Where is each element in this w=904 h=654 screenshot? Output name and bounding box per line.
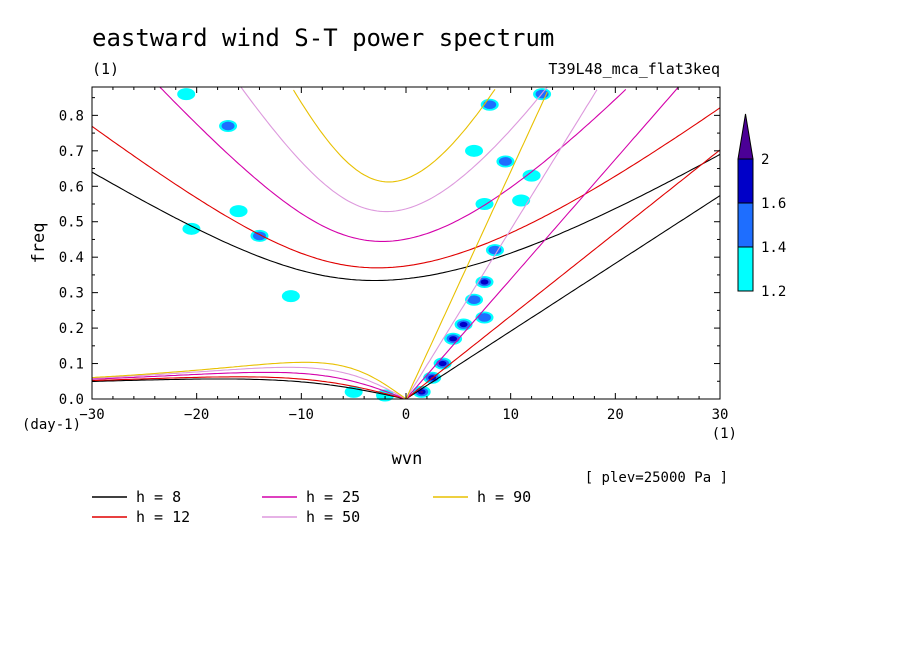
y-tick-label: 0.0 bbox=[59, 392, 84, 408]
y-tick-label: 0.5 bbox=[59, 215, 84, 231]
curve-h50-gravity bbox=[240, 86, 548, 213]
contour-blob-5-level-2 bbox=[467, 295, 481, 305]
x-tick-label: 30 bbox=[712, 407, 729, 423]
legend-label: h = 12 bbox=[136, 508, 190, 526]
contour-blob-6-level-3 bbox=[480, 279, 489, 285]
contour-blob-22-level-1 bbox=[512, 194, 531, 207]
plev-annotation: [ plev=25000 Pa ] bbox=[585, 470, 728, 486]
subtitle-right: T39L48_mca_flat3keq bbox=[548, 60, 720, 78]
contour-blob-17-level-1 bbox=[182, 222, 201, 235]
curve-h90-rossby bbox=[91, 361, 407, 400]
legend-label: h = 90 bbox=[477, 488, 531, 506]
y-tick-label: 0.3 bbox=[59, 286, 84, 302]
chart-title: eastward wind S-T power spectrum bbox=[92, 24, 554, 52]
y-tick-label: 0.1 bbox=[59, 357, 84, 373]
legend: h = 8 h = 25 h = 90 h = 12 h = 50 bbox=[92, 488, 531, 526]
curve-h25-gravity bbox=[159, 86, 627, 242]
curve-h90-gravity bbox=[293, 88, 496, 183]
colorbar-label: 1.2 bbox=[761, 284, 786, 300]
colorbar-segment-3 bbox=[737, 158, 754, 204]
curve-h25-rossby bbox=[91, 371, 407, 400]
curve-h12-kelvin bbox=[405, 149, 721, 400]
contour-blob-2-level-3 bbox=[438, 360, 447, 367]
colorbar-label: 2 bbox=[761, 152, 769, 168]
dispersion-curve-group bbox=[91, 86, 721, 400]
tick-group: −30 −20 −10 0 10 20 30 0.0 0.1 0.2 0.3 0.4 0.5 0.6 0.7… bbox=[59, 87, 729, 423]
contour-blob-11-level-2 bbox=[498, 157, 512, 166]
colorbar-segment-2 bbox=[737, 202, 754, 248]
subtitle-left: (1) bbox=[92, 60, 119, 78]
colorbar: 1.2 1.4 1.6 2 bbox=[737, 113, 786, 300]
colorbar-label: 1.6 bbox=[761, 196, 786, 212]
contour-blob-0-level-4 bbox=[420, 390, 424, 393]
contour-blob-10-level-1 bbox=[465, 144, 484, 157]
curve-h50-kelvin bbox=[405, 89, 598, 400]
curve-h8-gravity bbox=[91, 153, 721, 282]
contour-blob-9-level-1 bbox=[475, 198, 494, 210]
legend-label: h = 50 bbox=[306, 508, 360, 526]
curve-h50-rossby bbox=[91, 366, 407, 400]
contour-fill-group bbox=[177, 88, 552, 402]
x-tick-label: 20 bbox=[607, 407, 624, 423]
contour-blob-16-level-2 bbox=[252, 231, 266, 241]
contour-blob-15-level-2 bbox=[221, 121, 235, 131]
colorbar-top-triangle bbox=[737, 113, 754, 160]
legend-label: h = 25 bbox=[306, 488, 360, 506]
y-tick-label: 0.8 bbox=[59, 108, 84, 124]
contour-blob-14-level-1 bbox=[177, 88, 196, 101]
colorbar-label: 1.4 bbox=[761, 240, 786, 256]
y-unit-label: (day-1) bbox=[22, 417, 81, 433]
contour-blob-3-level-3 bbox=[449, 336, 458, 342]
colorbar-segment-1 bbox=[737, 246, 754, 292]
contour-blob-18-level-1 bbox=[229, 205, 248, 218]
curve-h90-kelvin bbox=[405, 91, 548, 400]
curve-h25-kelvin bbox=[405, 87, 679, 400]
x-tick-label: −10 bbox=[289, 407, 314, 423]
x-tick-label: 10 bbox=[502, 407, 519, 423]
y-tick-label: 0.4 bbox=[59, 250, 84, 266]
x-axis-label: wvn bbox=[392, 449, 423, 469]
x-tick-label: −20 bbox=[184, 407, 209, 423]
y-axis-label: freq bbox=[29, 223, 49, 264]
y-tick-label: 0.6 bbox=[59, 179, 84, 195]
curve-h12-gravity bbox=[91, 107, 721, 269]
contour-blob-23-level-1 bbox=[522, 169, 541, 182]
contour-blob-19-level-1 bbox=[281, 290, 300, 303]
x-unit-label: (1) bbox=[712, 426, 737, 442]
plot-frame bbox=[91, 86, 721, 400]
contour-blob-4-level-3 bbox=[459, 321, 468, 328]
contour-blob-7-level-2 bbox=[478, 313, 491, 322]
x-tick-label: −30 bbox=[79, 407, 104, 423]
curve-h12-rossby bbox=[91, 376, 407, 400]
curve-h8-rossby bbox=[92, 378, 407, 400]
curve-h8-kelvin bbox=[405, 195, 721, 400]
contour-blob-12-level-2 bbox=[483, 100, 497, 110]
contour-blob-8-level-2 bbox=[488, 245, 502, 255]
x-tick-label: 0 bbox=[402, 407, 410, 423]
legend-label: h = 8 bbox=[136, 488, 181, 506]
y-tick-label: 0.2 bbox=[59, 321, 84, 337]
y-tick-label: 0.7 bbox=[59, 144, 84, 160]
